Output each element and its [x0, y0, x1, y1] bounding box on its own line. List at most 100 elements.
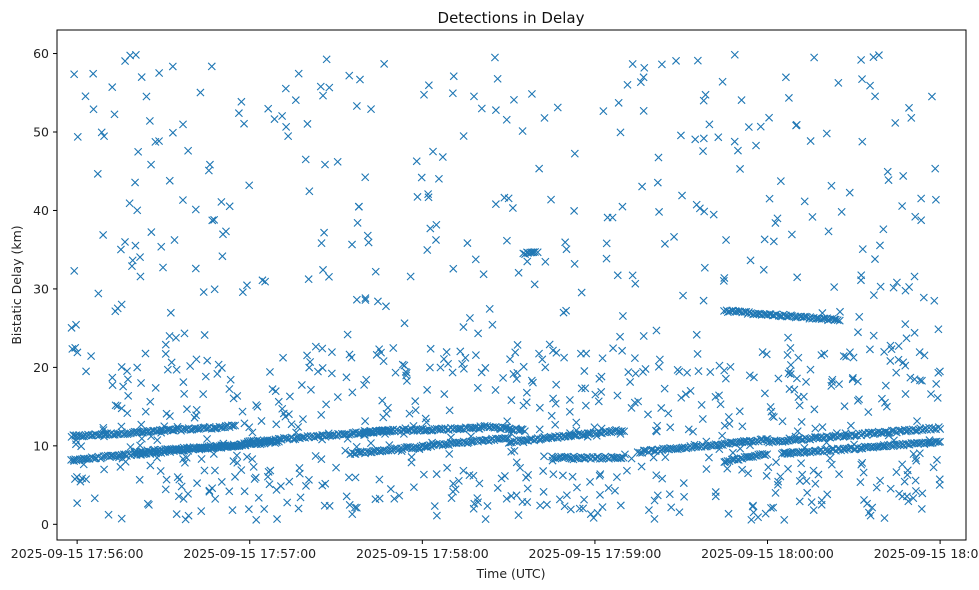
data-point: [243, 437, 252, 446]
data-point: [724, 509, 733, 518]
data-point: [800, 443, 809, 452]
data-point: [113, 401, 122, 410]
data-point: [580, 495, 589, 504]
data-point: [363, 231, 372, 240]
data-point: [231, 472, 240, 481]
data-point: [71, 343, 80, 352]
data-point: [746, 256, 755, 265]
data-point: [99, 230, 108, 239]
data-point: [361, 173, 370, 182]
data-point: [372, 350, 381, 359]
data-point: [865, 345, 874, 354]
data-point: [639, 332, 648, 340]
data-point: [912, 456, 921, 465]
data-point: [774, 477, 783, 486]
data-point: [263, 472, 272, 481]
data-point: [917, 376, 926, 385]
x-tick-label: 2025-09-15 17:57:00: [183, 546, 316, 561]
data-point: [319, 91, 327, 100]
data-point: [552, 380, 561, 389]
data-point: [670, 232, 679, 241]
data-point: [551, 420, 560, 429]
data-point: [902, 334, 911, 343]
data-point: [321, 160, 329, 169]
data-point: [463, 239, 472, 248]
data-point: [327, 369, 336, 378]
data-point: [203, 356, 212, 365]
data-point: [514, 511, 523, 520]
data-point: [575, 504, 584, 513]
data-point: [706, 368, 715, 377]
data-point: [848, 373, 857, 382]
data-point: [653, 491, 662, 500]
data-point: [197, 455, 206, 463]
data-point: [381, 429, 390, 438]
data-point: [117, 404, 126, 413]
data-point: [898, 202, 907, 211]
data-point: [155, 69, 164, 77]
data-point: [226, 375, 235, 384]
data-point: [879, 225, 888, 234]
data-point: [297, 380, 306, 389]
data-point: [784, 333, 793, 342]
data-point: [686, 386, 695, 395]
data-point: [711, 488, 720, 497]
data-point: [651, 426, 660, 435]
data-point: [113, 304, 122, 313]
data-point: [313, 367, 322, 376]
data-point: [412, 425, 421, 434]
data-point: [527, 376, 536, 385]
data-point: [111, 401, 120, 410]
data-point: [294, 504, 303, 513]
data-point: [746, 441, 755, 450]
data-point: [866, 81, 875, 90]
data-point: [508, 204, 517, 213]
data-point: [351, 473, 360, 482]
data-point: [620, 450, 629, 459]
data-point: [905, 103, 914, 112]
data-point: [355, 75, 364, 84]
data-point: [908, 425, 917, 434]
data-point: [232, 451, 241, 460]
data-point: [853, 377, 862, 386]
data-point: [738, 422, 747, 431]
data-point: [133, 206, 142, 215]
data-point: [327, 348, 336, 357]
data-point: [437, 424, 446, 433]
data-point: [420, 90, 428, 99]
data-point: [809, 466, 818, 475]
data-point: [237, 97, 246, 106]
data-point: [784, 312, 793, 321]
data-point: [260, 504, 269, 513]
data-point: [527, 248, 536, 257]
data-point: [324, 429, 333, 438]
data-point: [901, 390, 910, 399]
data-point: [282, 122, 291, 131]
data-point: [740, 437, 749, 446]
data-point: [661, 453, 670, 462]
data-point: [636, 78, 645, 87]
data-point: [375, 494, 384, 503]
data-point: [652, 326, 661, 335]
data-point: [172, 365, 181, 374]
data-point: [353, 218, 362, 227]
data-point: [614, 98, 623, 107]
data-point: [265, 367, 274, 376]
data-point: [699, 96, 708, 105]
data-point: [631, 369, 640, 378]
data-point: [197, 507, 206, 516]
data-point: [513, 368, 522, 377]
data-point: [400, 319, 409, 328]
data-point: [540, 452, 549, 461]
data-point: [82, 367, 91, 376]
data-point: [506, 355, 515, 364]
data-point: [624, 368, 633, 377]
data-point: [386, 485, 395, 494]
data-point: [935, 475, 944, 484]
data-point: [932, 379, 941, 388]
data-point: [432, 220, 441, 229]
data-point: [650, 514, 659, 523]
data-point: [886, 341, 895, 350]
data-point: [175, 445, 184, 454]
data-point: [229, 457, 238, 466]
